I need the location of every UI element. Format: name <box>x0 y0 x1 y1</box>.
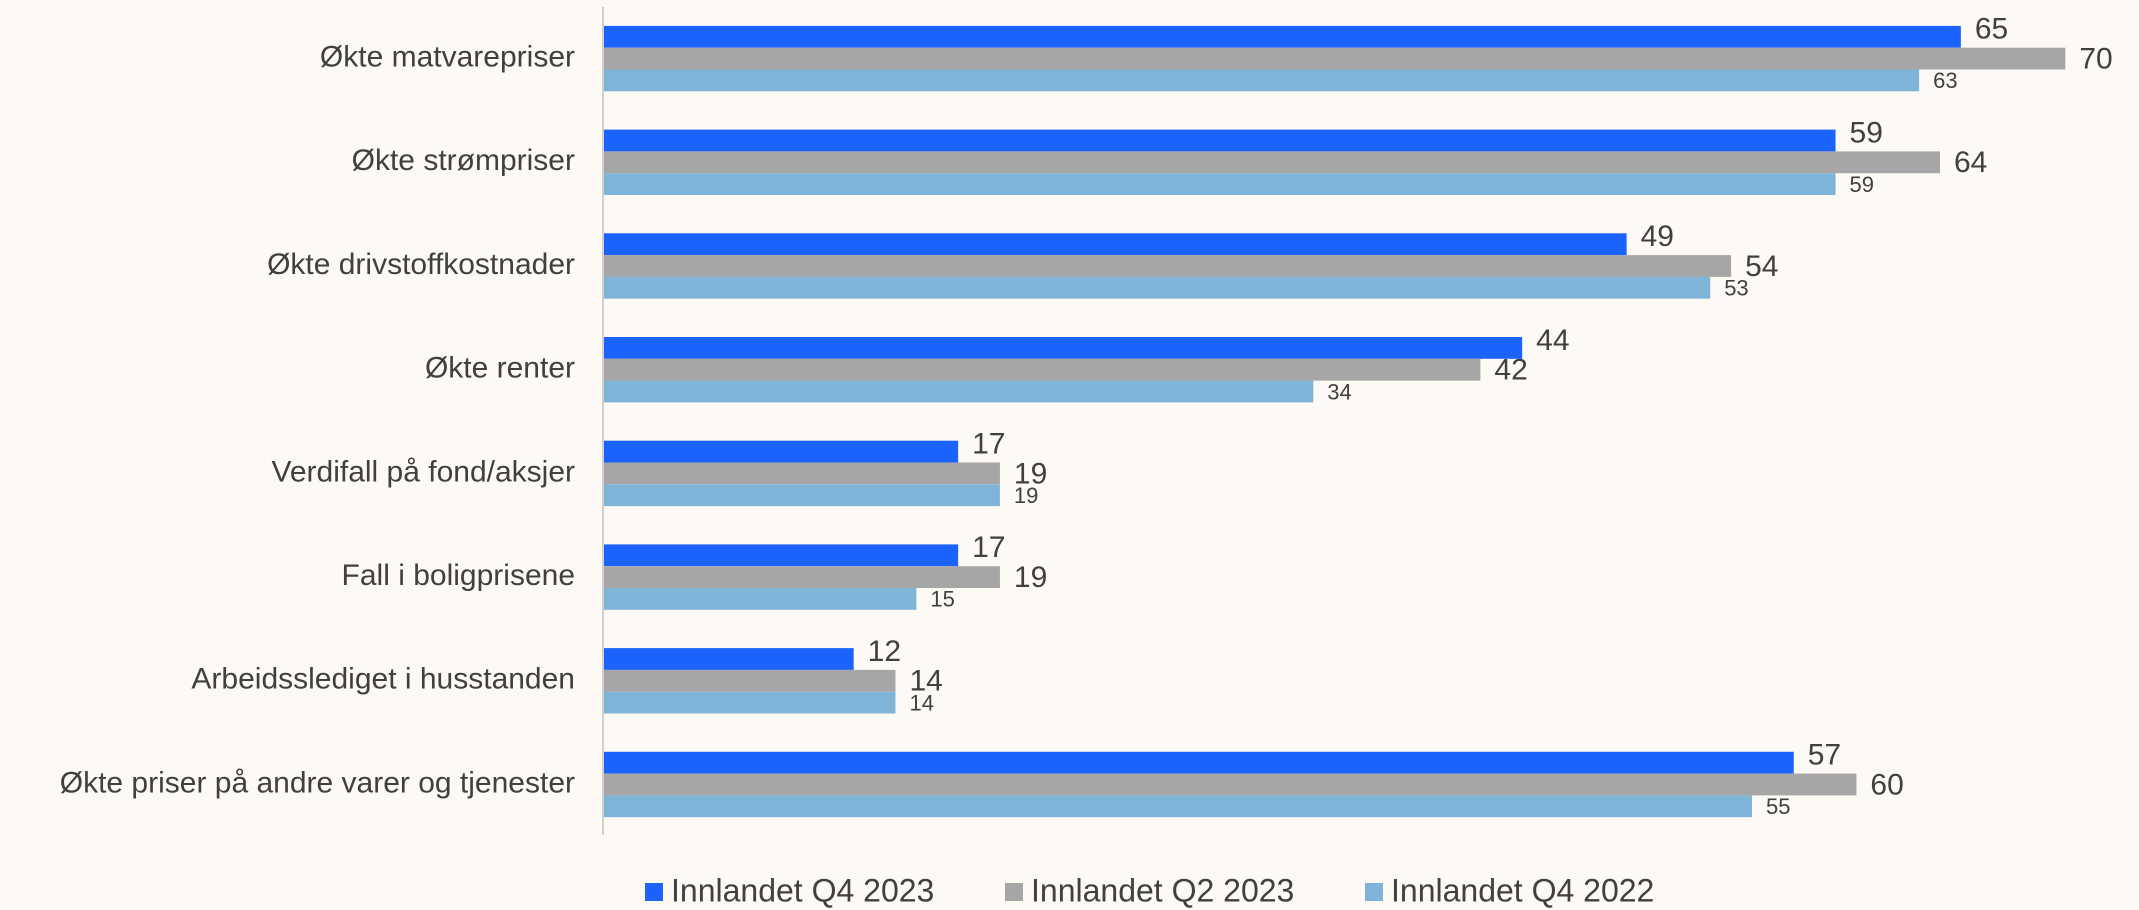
bar <box>603 173 1836 195</box>
bar <box>603 276 1711 299</box>
data-label: 19 <box>1014 561 1047 594</box>
legend-swatch <box>1365 883 1383 901</box>
category-label: Økte strømpriser <box>352 144 575 177</box>
data-label: 59 <box>1850 172 1874 197</box>
bar <box>603 129 1836 152</box>
data-label: 12 <box>868 635 901 668</box>
bar <box>603 69 1920 92</box>
bar <box>603 691 896 714</box>
bar <box>603 795 1752 818</box>
data-label: 19 <box>1014 457 1047 490</box>
category-label: Arbeidsslediget i husstanden <box>191 663 575 696</box>
bar <box>603 484 1000 507</box>
data-label: 60 <box>1870 768 1903 801</box>
legend-label: Innlandet Q4 2023 <box>671 872 934 908</box>
category-label: Økte drivstoffkostnader <box>267 248 575 281</box>
data-label: 49 <box>1641 220 1674 253</box>
bar <box>603 255 1732 277</box>
bar <box>603 588 917 610</box>
bar <box>603 773 1857 796</box>
data-label: 14 <box>909 690 933 715</box>
data-label: 57 <box>1808 739 1841 772</box>
bar <box>603 751 1794 774</box>
data-label: 59 <box>1850 116 1883 149</box>
bar <box>603 233 1627 256</box>
bar <box>603 380 1314 403</box>
bar <box>603 337 1523 359</box>
bar <box>603 566 1000 588</box>
data-label: 54 <box>1745 250 1778 283</box>
data-label: 34 <box>1327 379 1351 404</box>
bar <box>603 47 2066 70</box>
category-label: Økte renter <box>425 352 575 385</box>
data-label: 55 <box>1766 794 1790 819</box>
bar <box>603 358 1481 381</box>
data-label: 44 <box>1536 324 1569 357</box>
legend-swatch <box>1005 883 1023 901</box>
category-label: Verdifall på fond/aksjer <box>271 455 575 488</box>
bar <box>603 648 854 670</box>
data-label: 70 <box>2079 43 2112 76</box>
legend-label: Innlandet Q2 2023 <box>1031 872 1294 908</box>
legend-label: Innlandet Q4 2022 <box>1391 872 1654 908</box>
bar <box>603 25 1961 48</box>
bar <box>603 151 1940 174</box>
bar <box>603 669 896 692</box>
category-label: Fall i boligprisene <box>342 559 575 592</box>
bar <box>603 544 959 567</box>
bar <box>603 440 959 463</box>
bar <box>603 462 1000 485</box>
legend-swatch <box>645 883 663 901</box>
data-label: 19 <box>1014 483 1038 508</box>
data-label: 64 <box>1954 146 1987 179</box>
data-label: 53 <box>1724 276 1748 301</box>
category-label: Økte matvarepriser <box>320 41 575 74</box>
data-label: 15 <box>930 587 954 612</box>
data-label: 42 <box>1494 354 1527 387</box>
category-label: Økte priser på andre varer og tjenester <box>60 766 575 799</box>
data-label: 17 <box>972 531 1005 564</box>
data-label: 17 <box>972 428 1005 461</box>
data-label: 14 <box>909 665 942 698</box>
data-label: 65 <box>1975 13 2008 46</box>
data-label: 63 <box>1933 68 1957 93</box>
